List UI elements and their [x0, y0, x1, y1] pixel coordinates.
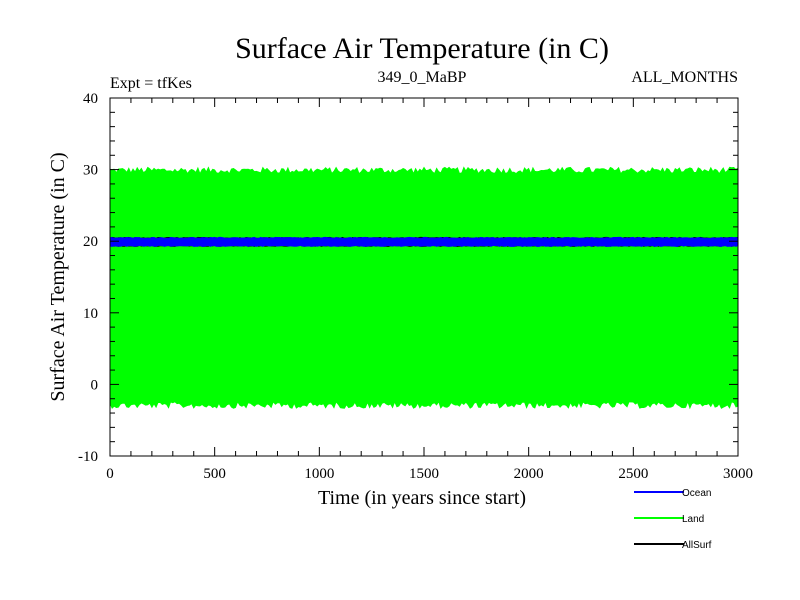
- x-tick-label: 3000: [723, 466, 753, 482]
- chart-title: Surface Air Temperature (in C): [235, 32, 609, 65]
- legend-label-allsurf: AllSurf: [682, 540, 712, 551]
- x-tick-label: 2000: [514, 466, 544, 482]
- tick-labels: 0 500 1000 1500 2000 2500 3000 -10 0 10 20 30 40: [78, 91, 753, 482]
- y-tick-label: 10: [83, 306, 98, 322]
- y-axis-label: Surface Air Temperature (in C): [47, 152, 69, 401]
- y-tick-label: 30: [83, 163, 98, 179]
- series-band-ocean: [109, 236, 739, 247]
- legend-label-land: Land: [682, 514, 704, 525]
- x-tick-label: 0: [106, 466, 114, 482]
- x-tick-label: 2500: [618, 466, 648, 482]
- subtitle-center: 349_0_MaBP: [378, 69, 467, 86]
- subtitle-right: ALL_MONTHS: [631, 69, 738, 86]
- y-tick-label: -10: [78, 449, 98, 465]
- axes: [109, 97, 739, 457]
- y-tick-label: 20: [83, 234, 98, 250]
- series-band-land: [109, 166, 739, 410]
- plot-data: [109, 166, 739, 410]
- x-axis-label: Time (in years since start): [318, 487, 526, 509]
- y-tick-label: 40: [83, 91, 98, 107]
- x-tick-label: 1000: [304, 466, 334, 482]
- x-tick-label: 1500: [409, 466, 439, 482]
- legend-label-ocean: Ocean: [682, 488, 711, 499]
- legend: Ocean Land AllSurf: [634, 488, 712, 551]
- x-tick-label: 500: [203, 466, 226, 482]
- y-tick-label: 0: [91, 377, 99, 393]
- subtitle-left: Expt = tfKes: [110, 75, 192, 92]
